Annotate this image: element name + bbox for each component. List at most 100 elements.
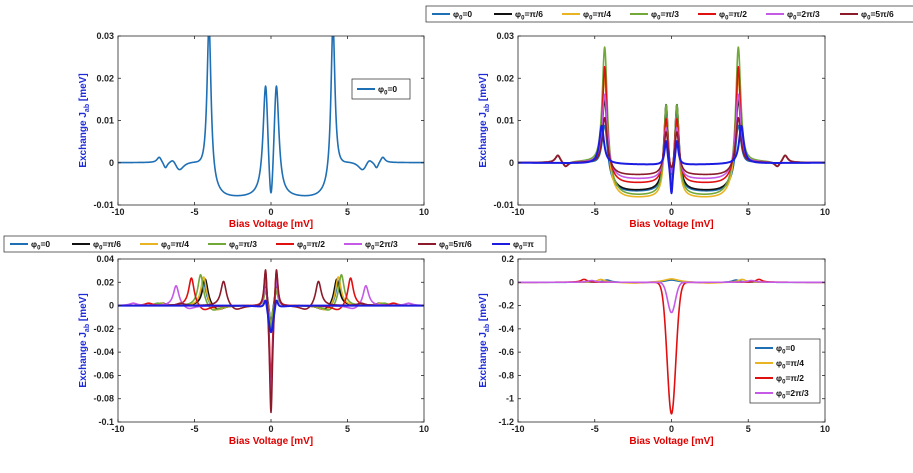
legend-label-pi2: φ0=π/2 xyxy=(297,239,325,252)
legend-symbol: φ xyxy=(161,239,167,249)
legend-label-pi3: φ0=π/3 xyxy=(651,9,679,22)
series-line-pi xyxy=(118,299,424,334)
chart-br: -10 -5 0 5 10 -1.2 -1 -0.8 -0.6 -0.4 -0.2 0 0.2 Bias … xyxy=(478,254,830,447)
legend-subscript: 0 xyxy=(303,246,307,252)
x-tick-label: 0 xyxy=(669,424,674,434)
legend-label-phi0: φ0=0 xyxy=(776,343,795,356)
legend-value: =0 xyxy=(40,239,50,249)
legend-subscript: 0 xyxy=(459,16,463,22)
legend-label-pi4: φ0=π/4 xyxy=(776,358,804,371)
legend-subscript: 0 xyxy=(99,246,103,252)
legend-subscript: 0 xyxy=(521,16,525,22)
y-label-main: Exchange J xyxy=(78,112,89,168)
legend-subscript: 0 xyxy=(519,246,523,252)
x-axis-label: Bias Voltage [mV] xyxy=(229,219,313,230)
y-tick-label: -0.01 xyxy=(493,200,514,210)
legend-subscript: 0 xyxy=(725,16,729,22)
legend-symbol: φ xyxy=(439,239,445,249)
legend-value: =2π/3 xyxy=(785,388,809,398)
legend-value: =π xyxy=(522,239,534,249)
y-label-unit: [meV] xyxy=(478,73,489,104)
y-label-main: Exchange J xyxy=(478,112,489,168)
y-tick-label: -0.04 xyxy=(93,347,114,357)
chart-tl: -10 -5 0 5 10 -0.01 0 0.01 0.02 0.03 Bias Voltage … xyxy=(78,31,429,230)
legend-value: =5π/6 xyxy=(448,239,472,249)
y-label-sub: ab xyxy=(84,104,91,112)
legend-value: =π/3 xyxy=(660,9,679,19)
legend-symbol: φ xyxy=(583,9,589,19)
x-tick-label: -5 xyxy=(190,207,198,217)
legend-value: =π/6 xyxy=(102,239,121,249)
legend-subscript: 0 xyxy=(657,16,661,22)
series-line-pi xyxy=(518,124,825,195)
legend-symbol: φ xyxy=(515,9,521,19)
legend-subscript: 0 xyxy=(589,16,593,22)
y-label-sub: ab xyxy=(484,104,491,112)
axes-frame xyxy=(117,35,425,206)
y-tick-label: -0.2 xyxy=(498,301,514,311)
legend-symbol: φ xyxy=(776,343,782,353)
series-line-phi0 xyxy=(118,36,424,197)
legend-symbol: φ xyxy=(787,9,793,19)
x-tick-label: -10 xyxy=(111,424,124,434)
y-tick-label: -0.01 xyxy=(93,200,114,210)
legend-value: =π/6 xyxy=(524,9,543,19)
legend-symbol: φ xyxy=(651,9,657,19)
y-tick-label: 0.01 xyxy=(96,116,114,126)
legend-symbol: φ xyxy=(31,239,37,249)
y-label-unit: [meV] xyxy=(478,293,489,324)
legend: φ0=0 φ0=π/6 φ0=π/4 φ0=π/3 φ0=π/2 φ0=2π/3 φ0=5π… xyxy=(3,235,547,253)
y-label-sub: ab xyxy=(84,324,91,332)
x-tick-label: 5 xyxy=(746,207,751,217)
legend-subscript: 0 xyxy=(782,365,786,371)
series-line-pi4 xyxy=(118,276,424,326)
legend-label-pi6: φ0=π/6 xyxy=(93,239,121,252)
y-tick-label: -1.2 xyxy=(498,417,514,427)
legend-label-pi2: φ0=π/2 xyxy=(776,373,804,386)
legend-subscript: 0 xyxy=(782,395,786,401)
y-label-sub: ab xyxy=(484,324,491,332)
y-tick-label: 0 xyxy=(109,158,114,168)
legend-value: =2π/3 xyxy=(374,239,398,249)
legend-value: =π/3 xyxy=(238,239,257,249)
legend-label-two_pi3: φ0=2π/3 xyxy=(365,239,398,252)
legend-label-pi4: φ0=π/4 xyxy=(161,239,189,252)
y-tick-label: 0.02 xyxy=(96,73,114,83)
chart-tr: -10 -5 0 5 10 -0.01 0 0.01 0.02 0.03 Bias Voltage … xyxy=(425,5,913,230)
legend-symbol: φ xyxy=(776,388,782,398)
legend-label-pi3: φ0=π/3 xyxy=(229,239,257,252)
legend-symbol: φ xyxy=(453,9,459,19)
y-tick-label: -0.06 xyxy=(93,370,114,380)
x-tick-label: 10 xyxy=(820,207,830,217)
x-tick-label: 10 xyxy=(419,207,429,217)
y-tick-label: -0.6 xyxy=(498,347,514,357)
y-tick-label: -0.1 xyxy=(98,417,114,427)
x-tick-label: 0 xyxy=(268,207,273,217)
y-tick-label: -1 xyxy=(506,394,514,404)
legend: φ0=0 φ0=π/6 φ0=π/4 φ0=π/3 φ0=π/2 φ0=2π/3 φ0=5π… xyxy=(425,5,913,23)
legend-symbol: φ xyxy=(365,239,371,249)
series-line-five_pi6 xyxy=(518,116,825,176)
legend-symbol: φ xyxy=(513,239,519,249)
y-axis-label: Exchange Jab [meV] xyxy=(78,73,91,167)
legend-value: =0 xyxy=(785,343,795,353)
y-tick-label: 0.02 xyxy=(96,277,114,287)
chart-bl: -10 -5 0 5 10-0.1-0.08-0.06-0.04-0.0200.020.… xyxy=(3,235,547,447)
x-axis-label: Bias Voltage [mV] xyxy=(629,219,713,230)
series-group xyxy=(518,278,825,415)
legend-box xyxy=(351,78,411,100)
y-tick-label: 0.04 xyxy=(96,254,114,264)
legend-symbol: φ xyxy=(93,239,99,249)
legend-value: =π/2 xyxy=(306,239,325,249)
x-tick-label: 10 xyxy=(419,424,429,434)
series-line-two_pi3 xyxy=(518,279,825,314)
x-axis-label: Bias Voltage [mV] xyxy=(629,436,713,447)
legend-label-phi0: φ0=0 xyxy=(31,239,50,252)
legend-subscript: 0 xyxy=(235,246,239,252)
x-tick-label: -5 xyxy=(190,424,198,434)
legend-symbol: φ xyxy=(719,9,725,19)
y-label-unit: [meV] xyxy=(78,73,89,104)
legend-value: =π/4 xyxy=(785,358,804,368)
x-tick-label: 5 xyxy=(345,207,350,217)
